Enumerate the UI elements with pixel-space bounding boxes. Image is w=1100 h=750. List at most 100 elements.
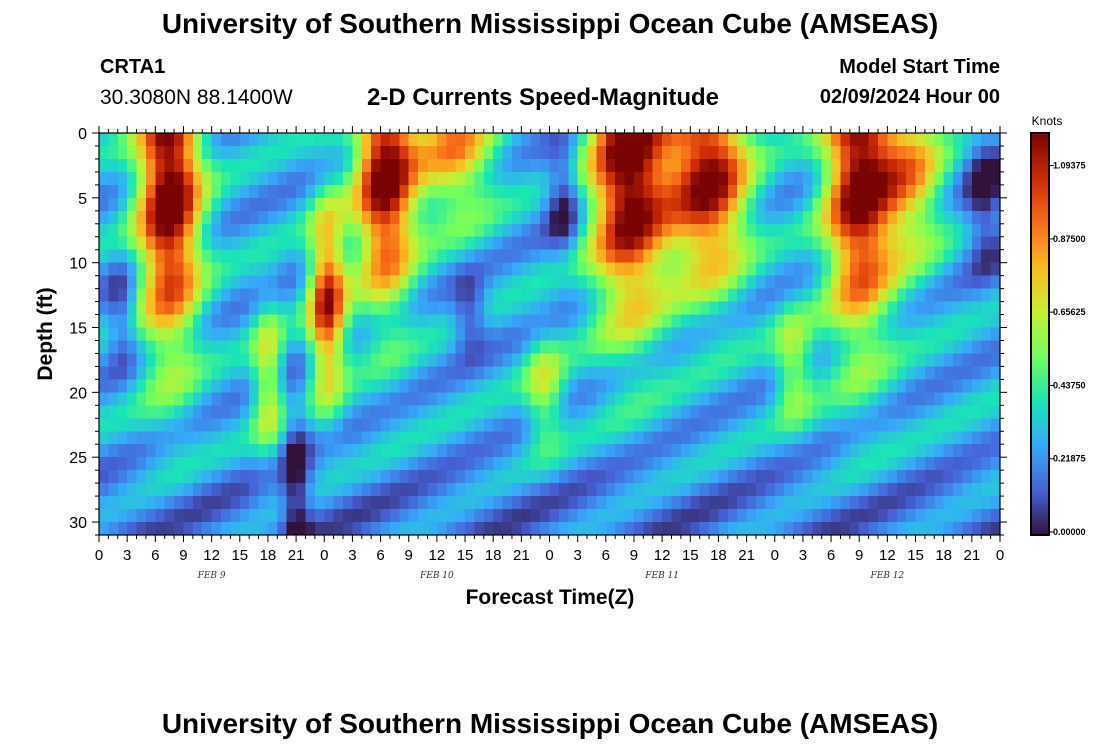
heatmap-cell	[117, 275, 128, 290]
heatmap-cell	[577, 496, 588, 510]
heatmap-cell	[352, 444, 363, 458]
heatmap-cell	[699, 392, 710, 406]
heatmap-cell	[615, 223, 626, 238]
heatmap-cell	[915, 288, 926, 303]
heatmap-cell	[474, 340, 485, 355]
heatmap-cell	[239, 418, 250, 432]
heatmap-cell	[643, 327, 654, 342]
heatmap-cell	[652, 133, 663, 147]
heatmap-cell	[483, 184, 494, 199]
heatmap-cell	[343, 483, 354, 497]
heatmap-cell	[474, 431, 485, 445]
heatmap-cell	[192, 275, 203, 290]
heatmap-cell	[117, 184, 128, 199]
heatmap-cell	[596, 431, 607, 445]
heatmap-cell	[793, 288, 804, 303]
heatmap-cell	[924, 496, 935, 510]
heatmap-cell	[624, 366, 635, 380]
heatmap-cell	[981, 470, 992, 484]
heatmap-cell	[943, 340, 954, 355]
heatmap-cell	[540, 366, 551, 380]
heatmap-cell	[108, 444, 119, 458]
heatmap-cell	[568, 522, 579, 536]
heatmap-cell	[737, 133, 748, 147]
heatmap-cell	[896, 249, 907, 264]
heatmap-cell	[699, 223, 710, 238]
heatmap-cell	[784, 405, 795, 419]
heatmap-cell	[793, 275, 804, 290]
heatmap-cell	[418, 496, 429, 510]
heatmap-cell	[690, 197, 701, 212]
heatmap-cell	[896, 158, 907, 173]
heatmap-cell	[915, 353, 926, 368]
heatmap-cell	[558, 496, 569, 510]
heatmap-cell	[671, 314, 682, 329]
heatmap-cell	[127, 275, 138, 290]
heatmap-cell	[643, 223, 654, 238]
heatmap-cell	[962, 275, 973, 290]
heatmap-cell	[784, 275, 795, 290]
heatmap-cell	[361, 444, 372, 458]
heatmap-cell	[99, 184, 109, 199]
heatmap-cell	[145, 288, 156, 303]
heatmap-cell	[314, 457, 325, 471]
heatmap-cell	[962, 236, 973, 251]
heatmap-cell	[877, 353, 888, 368]
heatmap-cell	[831, 405, 842, 419]
heatmap-cell	[943, 327, 954, 342]
heatmap-cell	[465, 366, 476, 380]
heatmap-cell	[296, 340, 307, 355]
heatmap-cell	[371, 457, 382, 471]
heatmap-cell	[605, 133, 616, 147]
heatmap-cell	[849, 340, 860, 355]
heatmap-cell	[211, 379, 222, 393]
heatmap-cell	[737, 314, 748, 329]
heatmap-cell	[755, 418, 766, 432]
heatmap-cell	[943, 457, 954, 471]
heatmap-cell	[633, 158, 644, 173]
heatmap-cell	[840, 340, 851, 355]
heatmap-cell	[821, 457, 832, 471]
heatmap-cell	[530, 275, 541, 290]
heatmap-cell	[802, 496, 813, 510]
heatmap-cell	[296, 366, 307, 380]
heatmap-cell	[183, 353, 194, 368]
heatmap-cell	[887, 392, 898, 406]
heatmap-cell	[859, 496, 870, 510]
heatmap-cell	[840, 457, 851, 471]
heatmap-cell	[906, 236, 917, 251]
heatmap-cell	[615, 249, 626, 264]
heatmap-cell	[615, 509, 626, 523]
heatmap-cell	[831, 340, 842, 355]
heatmap-cell	[183, 288, 194, 303]
heatmap-cell	[436, 327, 447, 342]
heatmap-cell	[521, 223, 532, 238]
x-axis: 0 3 6 9 12 15 18 21 0 3 6 9 12 15 18 21 0 3 6 9 12 15 18 21 0 3 6 9…	[95, 126, 1004, 581]
heatmap-cell	[887, 483, 898, 497]
heatmap-cell	[258, 509, 269, 523]
heatmap-cell	[971, 379, 982, 393]
heatmap-cell	[802, 314, 813, 329]
heatmap-cell	[690, 340, 701, 355]
heatmap-cell	[633, 249, 644, 264]
heatmap-cell	[699, 249, 710, 264]
heatmap-cell	[145, 249, 156, 264]
colorbar: 0.000000.218750.437500.656250.875001.093…	[1030, 132, 1086, 537]
heatmap-cell	[887, 379, 898, 393]
heatmap-cell	[793, 470, 804, 484]
heatmap-cell	[286, 444, 297, 458]
heatmap-cell	[727, 210, 738, 225]
heatmap-cell	[859, 327, 870, 342]
heatmap-cell	[267, 327, 278, 342]
heatmap-cell	[906, 379, 917, 393]
heatmap-cell	[652, 288, 663, 303]
heatmap-cell	[436, 418, 447, 432]
heatmap-cell	[746, 314, 757, 329]
heatmap-cell	[605, 496, 616, 510]
heatmap-cell	[239, 197, 250, 212]
heatmap-cell	[831, 522, 842, 536]
heatmap-cell	[896, 197, 907, 212]
heatmap-cell	[699, 366, 710, 380]
heatmap-cell	[812, 133, 823, 147]
heatmap-cell	[418, 249, 429, 264]
